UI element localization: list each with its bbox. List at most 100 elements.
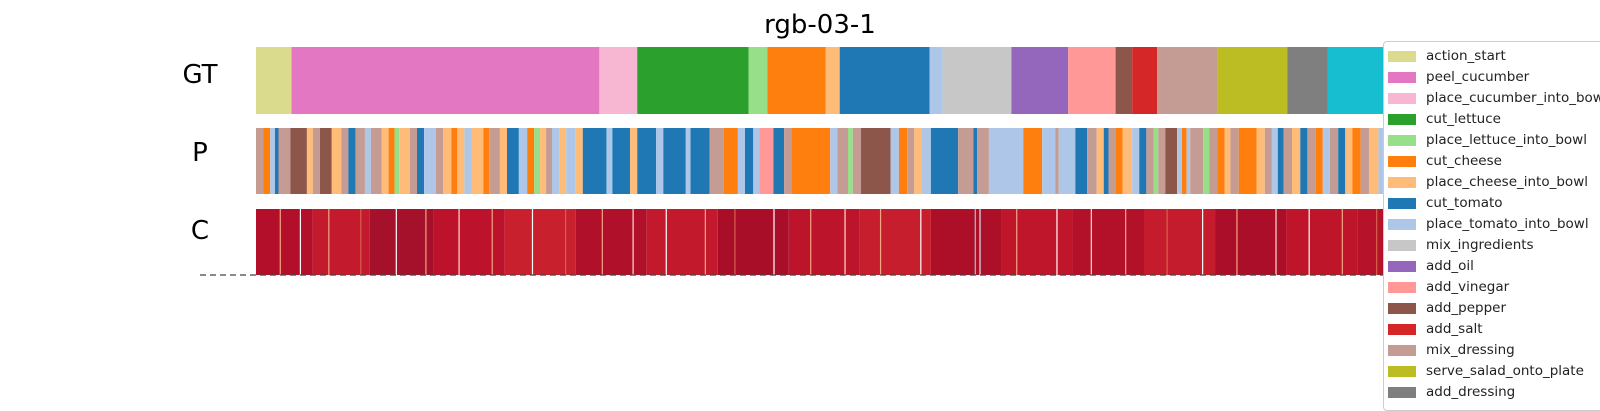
legend-swatch xyxy=(1388,114,1416,125)
p-segment-mix_dressing xyxy=(1230,128,1239,194)
legend-label: action_start xyxy=(1426,48,1506,64)
p-segment-cut_tomato xyxy=(637,128,657,194)
c-stripe xyxy=(531,209,534,275)
p-segment-cut_tomato xyxy=(930,128,959,194)
p-segment-place_cheese_into_bowl xyxy=(457,128,465,194)
c-stripe xyxy=(1016,209,1018,275)
c-segment xyxy=(1001,209,1073,275)
p-segment-place_cheese_into_bowl xyxy=(443,128,452,194)
legend-swatch xyxy=(1388,72,1416,83)
c-segment xyxy=(575,209,647,275)
gt-segment-serve_salad_onto_plate xyxy=(1217,47,1288,114)
legend-item-cut_tomato: cut_tomato xyxy=(1384,193,1600,213)
p-segment-place_cheese_into_bowl xyxy=(1345,128,1353,194)
p-segment-mix_dressing xyxy=(1146,128,1154,194)
p-segment-mix_dressing xyxy=(355,128,365,194)
p-segment-place_cheese_into_bowl xyxy=(306,128,313,194)
c-segment xyxy=(646,209,718,275)
legend-item-place_tomato_into_bowl: place_tomato_into_bowl xyxy=(1384,214,1600,234)
p-segment-mix_dressing xyxy=(312,128,320,194)
legend-swatch xyxy=(1388,324,1416,335)
legend-swatch xyxy=(1388,177,1416,188)
legend-item-action_start: action_start xyxy=(1384,46,1600,66)
legend-label: add_vinegar xyxy=(1426,279,1510,295)
p-segment-cut_tomato xyxy=(1139,128,1147,194)
p-segment-place_tomato_into_bowl xyxy=(921,128,931,194)
c-stripe xyxy=(632,209,634,275)
p-segment-place_tomato_into_bowl xyxy=(737,128,745,194)
c-stripe xyxy=(1202,209,1204,275)
gt-segment-add_vinegar xyxy=(1068,47,1116,114)
p-segment-add_pepper xyxy=(290,128,307,194)
legend-swatch xyxy=(1388,366,1416,377)
legend-label: place_cheese_into_bowl xyxy=(1426,174,1588,190)
c-stripe xyxy=(1308,209,1310,275)
legend-label: mix_ingredients xyxy=(1426,237,1534,253)
c-segment xyxy=(859,209,931,275)
p-segment-cut_tomato xyxy=(582,128,607,194)
p-segment-place_tomato_into_bowl xyxy=(1177,128,1182,194)
segment-bars xyxy=(200,47,1440,276)
c-segment xyxy=(930,209,1002,275)
p-segment-mix_dressing xyxy=(1209,128,1218,194)
p-segment-cut_cheese xyxy=(1217,128,1225,194)
legend-item-add_vinegar: add_vinegar xyxy=(1384,277,1600,297)
p-segment-place_cheese_into_bowl xyxy=(1256,128,1265,194)
p-segment-place_cheese_into_bowl xyxy=(575,128,583,194)
p-segment-cut_tomato xyxy=(773,128,785,194)
p-segment-place_tomato_into_bowl xyxy=(464,128,472,194)
p-segment-cut_cheese xyxy=(898,128,908,194)
legend-item-place_lettuce_into_bowl: place_lettuce_into_bowl xyxy=(1384,130,1600,150)
gt-segment-place_cheese_into_bowl xyxy=(825,47,840,114)
c-stripe xyxy=(601,209,603,275)
c-stripe xyxy=(1090,209,1092,275)
legend-label: add_salt xyxy=(1426,321,1483,337)
c-stripe xyxy=(279,209,281,275)
p-segment-mix_dressing xyxy=(546,128,552,194)
p-segment-place_cheese_into_bowl xyxy=(559,128,567,194)
p-segment-place_tomato_into_bowl xyxy=(1132,128,1140,194)
legend-label: add_oil xyxy=(1426,258,1474,274)
p-segment-cut_tomato xyxy=(507,128,519,194)
c-stripe xyxy=(1125,209,1127,275)
p-segment-mix_dressing xyxy=(1307,128,1316,194)
p-segment-mix_dressing xyxy=(1190,128,1204,194)
p-segment-place_cheese_into_bowl xyxy=(1292,128,1301,194)
c-stripe xyxy=(665,209,667,275)
p-segment-cut_tomato xyxy=(1277,128,1284,194)
legend-item-mix_ingredients: mix_ingredients xyxy=(1384,235,1600,255)
p-segment-place_cheese_into_bowl xyxy=(1224,128,1231,194)
p-segment-place_lettuce_into_bowl xyxy=(1153,128,1159,194)
gt-segment-place_tomato_into_bowl xyxy=(929,47,943,114)
p-segment-mix_dressing xyxy=(1264,128,1272,194)
row-label-p: P xyxy=(192,138,208,168)
p-segment-place_tomato_into_bowl xyxy=(566,128,576,194)
p-segment-place_tomato_into_bowl xyxy=(1271,128,1278,194)
c-stripe xyxy=(328,209,330,275)
c-stripe xyxy=(299,209,302,275)
c-segment xyxy=(312,209,370,275)
gt-segment-add_dressing xyxy=(1287,47,1328,114)
p-segment-place_cheese_into_bowl xyxy=(1122,128,1133,194)
p-segment-cut_cheese xyxy=(1023,128,1043,194)
c-stripe xyxy=(1236,209,1238,275)
p-segment-mix_dressing xyxy=(907,128,915,194)
p-segment-cut_tomato xyxy=(973,128,978,194)
legend-label: serve_salad_onto_plate xyxy=(1426,363,1584,379)
gt-segment-cut_cheese xyxy=(767,47,826,114)
gt-segment-add_pepper xyxy=(1115,47,1133,114)
gt-segment-place_cucumber_into_bowl xyxy=(599,47,638,114)
c-segment xyxy=(1215,209,1287,275)
legend-item-add_salt: add_salt xyxy=(1384,319,1600,339)
p-segment-cut_cheese xyxy=(1238,128,1257,194)
p-segment-mix_dressing xyxy=(958,128,974,194)
p-segment-place_tomato_into_bowl xyxy=(830,128,838,194)
c-stripe xyxy=(395,209,397,275)
p-segment-mix_dressing xyxy=(1329,128,1339,194)
c-stripe xyxy=(1376,209,1378,275)
p-segment-place_tomato_into_bowl xyxy=(424,128,436,194)
gt-segment-add_salt xyxy=(1132,47,1158,114)
legend-item-cut_lettuce: cut_lettuce xyxy=(1384,109,1600,129)
legend-swatch xyxy=(1388,303,1416,314)
p-segment-add_pepper xyxy=(1165,128,1178,194)
